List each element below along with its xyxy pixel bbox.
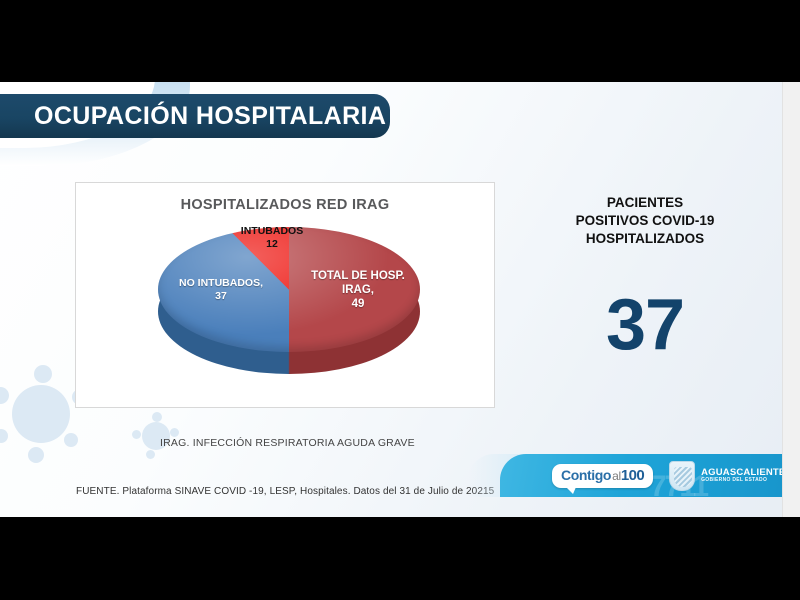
stat-caption-line-3: HOSPITALIZADOS [585, 230, 705, 246]
slide-title-banner: OCUPACIÓN HOSPITALARIA [0, 94, 390, 138]
footer-bar: 7711 Contigo al 100 AGUASCALIENTES GOBIE… [500, 454, 782, 497]
page-title: OCUPACIÓN HOSPITALARIA [34, 101, 387, 130]
pie-label-no-intubados-name: NO INTUBADOS, [179, 277, 263, 289]
stat-caption-line-1: PACIENTES [606, 195, 684, 210]
chart-panel: HOSPITALIZADOS RED IRAG INTUBADOS 12 NO … [75, 182, 495, 408]
state-crest-icon [669, 460, 696, 491]
pie-chart: INTUBADOS 12 NO INTUBADOS, 37 TOTAL DE H… [158, 225, 420, 387]
pie-label-total-hosp-name: TOTAL DE HOSP. IRAG, [311, 270, 405, 297]
stat-caption: PACIENTES POSITIVOS COVID-19 HOSPITALIZA… [520, 194, 770, 247]
letterbox-top-bar [0, 0, 800, 82]
contigo-logo-text-2: al [612, 468, 621, 483]
pie-chart-surface [158, 227, 420, 352]
footnote-source: FUENTE. Plataforma SINAVE COVID -19, LES… [76, 486, 495, 497]
pie-label-intubados: INTUBADOS 12 [212, 225, 332, 251]
pie-label-no-intubados-value: 37 [215, 289, 227, 302]
pie-label-total-hosp: TOTAL DE HOSP. IRAG, 49 [306, 269, 410, 311]
virus-decoration-small [132, 412, 180, 460]
stat-caption-line-2: POSITIVOS COVID-19 [575, 212, 715, 228]
contigo-al-100-logo: Contigo al 100 [552, 463, 654, 494]
aguascalientes-government-logo: AGUASCALIENTES GOBIERNO DEL ESTADO [669, 460, 782, 491]
gob-name: AGUASCALIENTES [701, 466, 782, 478]
pie-label-total-hosp-value: 49 [351, 298, 365, 311]
gob-subtitle: GOBIERNO DEL ESTADO [701, 476, 768, 483]
contigo-logo-text-1: Contigo [561, 466, 612, 483]
footnote-irag: IRAG. INFECCIÓN RESPIRATORIA AGUDA GRAVE [160, 437, 415, 449]
slide-right-margin [782, 82, 800, 517]
pie-chart-sheen [158, 227, 420, 352]
presentation-slide: OCUPACIÓN HOSPITALARIA HOSPITALIZADOS RE… [0, 82, 800, 517]
pie-label-no-intubados: NO INTUBADOS, 37 [154, 277, 288, 303]
gob-logo-text: AGUASCALIENTES GOBIERNO DEL ESTADO [701, 466, 782, 483]
letterbox-bottom-bar [0, 517, 800, 600]
stat-value: 37 [605, 285, 685, 366]
contigo-logo-text-3: 100 [620, 466, 645, 484]
chart-title: HOSPITALIZADOS RED IRAG [180, 197, 390, 213]
pie-label-intubados-value: 12 [266, 237, 278, 250]
stat-block: PACIENTES POSITIVOS COVID-19 HOSPITALIZA… [520, 194, 770, 361]
pie-label-intubados-name: INTUBADOS [240, 225, 304, 237]
